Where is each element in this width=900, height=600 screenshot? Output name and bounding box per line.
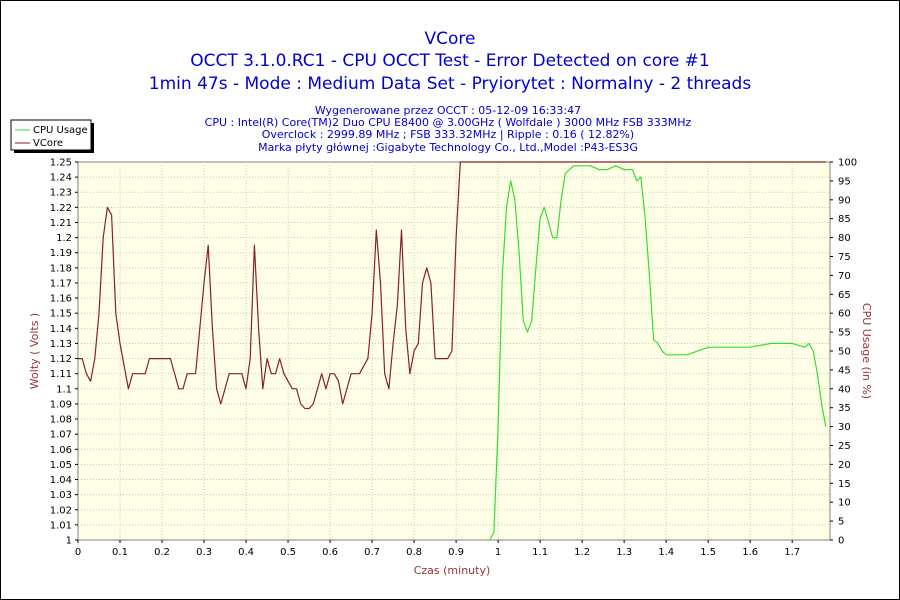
info-line-2: CPU : Intel(R) Core(TM)2 Duo CPU E8400 @… xyxy=(205,116,692,129)
chart-title: VCore xyxy=(425,29,476,49)
chart-subtitle-1: OCCT 3.1.0.RC1 - CPU OCCT Test - Error D… xyxy=(190,51,710,71)
y-left-tick-label: 1.16 xyxy=(50,294,72,305)
y-right-tick-label: 5 xyxy=(838,517,844,528)
y-left-tick-label: 1.02 xyxy=(50,505,72,516)
y-right-tick-label: 90 xyxy=(838,195,851,206)
info-line-1: Wygenerowane przez OCCT : 05-12-09 16:33… xyxy=(315,104,581,117)
x-tick-label: 1.5 xyxy=(700,547,716,558)
chart-subtitle-2: 1min 47s - Mode : Medium Data Set - Pryi… xyxy=(149,74,752,94)
info-line-3: Overclock : 2999.89 MHz ; FSB 333.32MHz … xyxy=(262,128,634,141)
y-right-tick-label: 40 xyxy=(838,384,851,395)
y-left-tick-label: 1.17 xyxy=(50,278,72,289)
y-right-tick-label: 60 xyxy=(838,309,851,320)
y-left-tick-label: 1.01 xyxy=(50,520,72,531)
x-axis: 0 0.1 0.2 0.3 0.4 0.5 0.6 0.7 0.8 0.9 1 1.1 1.2 1.3 1.… xyxy=(75,540,800,558)
y-right-tick-label: 70 xyxy=(838,271,851,282)
legend-label-vcore: VCore xyxy=(33,138,63,149)
y-right-tick-label: 45 xyxy=(838,365,851,376)
x-tick-label: 0.1 xyxy=(112,547,128,558)
y-left-tick-label: 1.09 xyxy=(50,399,72,410)
y-left-tick-label: 1.11 xyxy=(50,369,72,380)
x-tick-label: 1.4 xyxy=(658,547,674,558)
y-left-tick-label: 1.24 xyxy=(50,173,72,184)
legend-label-cpu-usage: CPU Usage xyxy=(33,125,88,136)
y-left-tick-label: 1.25 xyxy=(50,158,72,169)
y-left-tick-label: 1 xyxy=(66,536,72,547)
y-left-tick-label: 1.04 xyxy=(50,475,72,486)
y-left-tick-label: 1.19 xyxy=(50,248,72,259)
y-left-tick-label: 1.13 xyxy=(50,339,72,350)
y-right-tick-label: 55 xyxy=(838,328,851,339)
legend: CPU Usage VCore xyxy=(10,119,94,153)
y-right-axis: 0 5 10 15 20 25 30 35 40 45 50 55 60 65 70 75 80 85 90 95 10… xyxy=(830,158,857,547)
y-left-tick-label: 1.2 xyxy=(56,233,72,244)
y-left-tick-label: 1.08 xyxy=(50,415,72,426)
y-right-tick-label: 50 xyxy=(838,347,851,358)
series-layer xyxy=(78,161,827,541)
y-right-tick-label: 10 xyxy=(838,498,851,509)
y-right-tick-label: 75 xyxy=(838,252,851,263)
y-left-tick-label: 1.22 xyxy=(50,203,72,214)
y-left-tick-label: 1.03 xyxy=(50,490,72,501)
x-tick-label: 1.2 xyxy=(574,547,590,558)
y-right-tick-label: 15 xyxy=(838,479,851,490)
x-axis-label: Czas (minuty) xyxy=(414,564,491,577)
y-left-tick-label: 1.1 xyxy=(56,384,72,395)
x-tick-label: 1.7 xyxy=(784,547,800,558)
y-right-tick-label: 85 xyxy=(838,214,851,225)
x-tick-label: 0.8 xyxy=(406,547,422,558)
legend-box xyxy=(10,119,92,151)
y-right-axis-label: CPU Usage (in %) xyxy=(860,303,873,399)
y-right-tick-label: 20 xyxy=(838,460,851,471)
y-left-tick-label: 1.06 xyxy=(50,445,72,456)
y-left-tick-label: 1.18 xyxy=(50,263,72,274)
x-tick-label: 1 xyxy=(495,547,501,558)
y-right-tick-label: 0 xyxy=(838,536,844,547)
y-left-tick-label: 1.05 xyxy=(50,460,72,471)
x-tick-label: 0.2 xyxy=(154,547,170,558)
x-tick-label: 0.4 xyxy=(238,547,254,558)
y-right-tick-label: 95 xyxy=(838,176,851,187)
y-right-tick-label: 65 xyxy=(838,290,851,301)
y-right-tick-label: 25 xyxy=(838,441,851,452)
y-left-tick-label: 1.21 xyxy=(50,218,72,229)
x-tick-label: 0.3 xyxy=(196,547,212,558)
info-line-4: Marka płyty głównej :Gigabyte Technology… xyxy=(258,141,638,154)
x-tick-label: 0 xyxy=(75,547,81,558)
x-tick-label: 0.5 xyxy=(280,547,296,558)
series-line-vcore xyxy=(78,161,826,410)
y-left-tick-label: 1.07 xyxy=(50,430,72,441)
y-right-tick-label: 80 xyxy=(838,233,851,244)
x-tick-label: 0.9 xyxy=(448,547,464,558)
y-left-axis: 1 1.01 1.02 1.03 1.04 1.05 1.06 1.07 1.08 1.09 1.1… xyxy=(50,158,78,547)
y-right-tick-label: 30 xyxy=(838,422,851,433)
y-left-tick-label: 1.15 xyxy=(50,309,72,320)
plot-area xyxy=(77,161,831,541)
y-left-axis-label: Wolty ( Volts ) xyxy=(28,313,41,389)
x-tick-label: 1.6 xyxy=(742,547,758,558)
x-tick-label: 1.3 xyxy=(616,547,632,558)
x-tick-label: 0.6 xyxy=(322,547,338,558)
x-tick-label: 1.1 xyxy=(532,547,548,558)
y-right-tick-label: 35 xyxy=(838,403,851,414)
y-right-tick-label: 100 xyxy=(838,158,857,169)
x-tick-label: 0.7 xyxy=(364,547,380,558)
series-line-cpu-usage xyxy=(489,165,827,541)
y-left-tick-label: 1.12 xyxy=(50,354,72,365)
y-left-tick-label: 1.14 xyxy=(50,324,72,335)
y-left-tick-label: 1.23 xyxy=(50,188,72,199)
